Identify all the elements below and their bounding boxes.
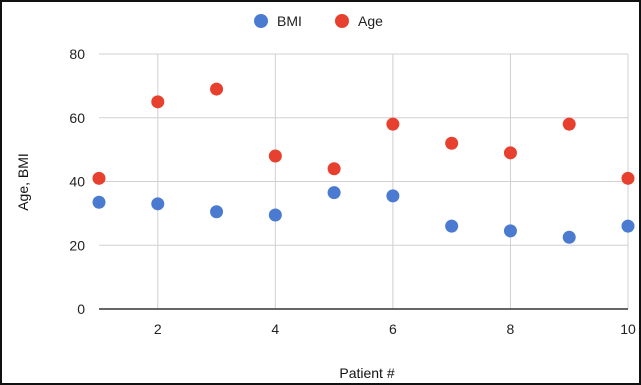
point-bmi [151,197,165,211]
legend-label: BMI [277,13,302,29]
y-tick-label: 0 [77,301,85,317]
point-age [92,171,106,185]
point-age [386,117,400,131]
legend-marker [254,14,268,28]
legend: BMI Age [254,13,383,29]
y-axis-title: Age, BMI [15,153,31,211]
y-tick-label: 40 [69,174,85,190]
x-tick-label: 6 [389,321,397,337]
x-tick-label: 2 [154,321,162,337]
y-tick-label: 60 [69,110,85,126]
point-bmi [621,219,635,233]
legend-marker [335,14,349,28]
point-age [151,95,165,109]
point-age [327,162,341,176]
point-bmi [268,208,282,222]
point-age [268,149,282,163]
x-tick-labels: 2 4 6 8 10 [154,321,636,337]
point-age [210,82,224,96]
point-bmi [445,219,459,233]
point-bmi [503,224,517,238]
x-tick-label: 10 [620,321,636,337]
y-tick-label: 80 [69,46,85,62]
point-bmi [92,195,106,209]
x-axis-title: Patient # [339,365,394,381]
point-age [621,171,635,185]
grid-lines [99,53,629,309]
point-bmi [386,189,400,203]
point-bmi [327,186,341,200]
point-age [503,146,517,160]
point-age [562,117,576,131]
point-age [445,136,459,150]
x-tick-label: 4 [271,321,279,337]
point-bmi [210,205,224,219]
x-tick-label: 8 [507,321,515,337]
data-points [92,82,635,244]
legend-label: Age [358,13,383,29]
y-tick-labels: 0 20 40 60 80 [69,46,85,317]
point-bmi [562,230,576,244]
y-tick-label: 20 [69,237,85,253]
